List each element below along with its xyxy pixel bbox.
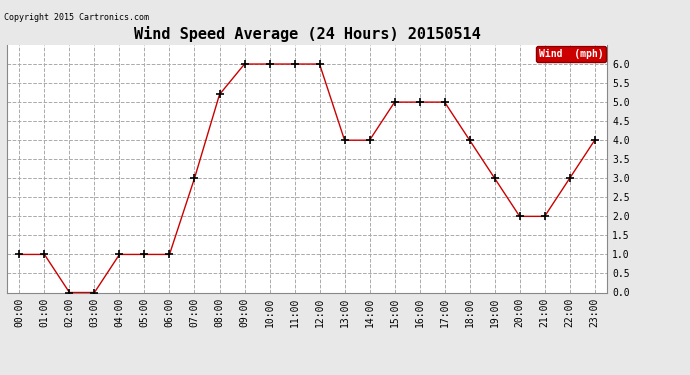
Text: Copyright 2015 Cartronics.com: Copyright 2015 Cartronics.com xyxy=(4,13,149,22)
Legend: Wind  (mph): Wind (mph) xyxy=(535,46,607,62)
Title: Wind Speed Average (24 Hours) 20150514: Wind Speed Average (24 Hours) 20150514 xyxy=(134,27,480,42)
